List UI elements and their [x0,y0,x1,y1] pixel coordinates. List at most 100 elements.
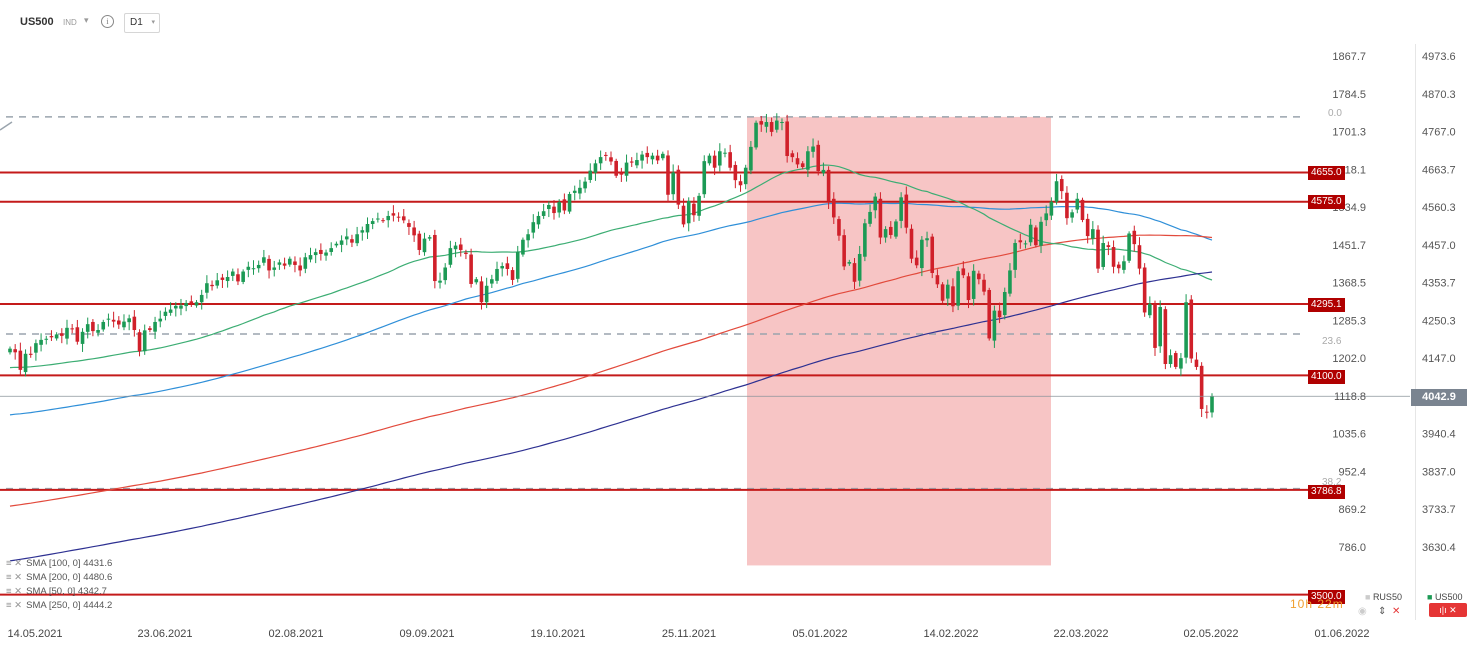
rus50-compare-label[interactable]: ■ RUS50 [1365,592,1402,602]
candle-body [34,343,38,353]
candle-body [262,257,266,263]
candle-body [510,270,515,280]
candle-body [1189,299,1194,359]
candle-body [769,122,774,132]
candle-body [448,248,453,265]
candle-body [220,277,225,280]
info-icon[interactable]: i [101,15,114,28]
candle-body [1137,245,1142,269]
candle-body [391,213,396,216]
candle-body [386,215,391,221]
candle-body [655,155,660,161]
candle-body [552,206,556,214]
candle-body [277,262,282,265]
candle-body [837,219,841,236]
candle-body [997,310,1002,318]
candle-body [816,144,821,172]
candle-body [1059,179,1064,192]
candle-body [1132,230,1137,245]
candle-body [360,230,365,233]
legend-menu-icon[interactable]: ≡ ✕ [6,600,23,611]
legend-sma-50[interactable]: ≡ ✕ SMA [50, 0] 4342.7 [6,586,107,597]
candle-body [308,255,313,260]
candle-body [681,205,686,225]
candle-body [490,279,494,284]
candle-body [899,197,903,221]
legend-sma-250[interactable]: ≡ ✕ SMA [250, 0] 4444.2 [6,600,112,611]
candle-body [1153,304,1157,348]
candle-body [754,122,758,148]
candle-body [422,238,427,253]
legend-sma-200[interactable]: ≡ ✕ SMA [200, 0] 4480.6 [6,572,112,583]
candle-body [23,353,28,373]
y-tick-label-left: 1701.3 [1332,127,1366,139]
candle-body [614,160,618,176]
candle-body [1034,227,1038,246]
candle-body [122,321,126,328]
candle-body [1085,218,1090,237]
candle-body [1075,198,1080,210]
candle-body [697,195,701,216]
candle-body [1049,201,1054,216]
sma-100-line [9,202,1213,416]
candle-body [692,203,696,216]
candle-body [49,336,54,338]
candle-body [189,301,194,304]
candle-body [464,252,468,254]
candle-body [728,152,732,168]
y-tick-label-left: 1035.6 [1332,429,1366,441]
candle-body [826,169,831,201]
symbol-dropdown-icon[interactable]: ▾ [84,15,89,25]
us500-label-block[interactable]: ■ US500 [1427,592,1462,602]
candle-body [1111,247,1116,267]
candle-body [945,284,950,299]
candle-body [484,285,489,303]
legend-menu-icon[interactable]: ≡ ✕ [6,586,23,597]
legend-menu-icon[interactable]: ≡ ✕ [6,572,23,583]
y-tick-label-left: 1867.7 [1332,51,1366,63]
candle-body [469,254,473,284]
current-price-tag: 4042.9 [1411,389,1467,406]
level-tag-4295[interactable]: 4295.1 [1308,298,1345,312]
level-tag-4575[interactable]: 4575.0 [1308,195,1345,209]
candle-body [412,227,416,236]
legend-sma-100[interactable]: ≡ ✕ SMA [100, 0] 4431.6 [6,558,112,569]
candle-body [1158,306,1162,347]
candle-body [282,263,287,266]
chevron-down-icon: ▾ [151,19,155,26]
x-tick-label: 14.05.2021 [7,628,62,640]
level-tag-4100[interactable]: 4100.0 [1308,370,1345,384]
candle-body [940,284,945,301]
sma-50-line [9,164,1213,369]
candle-body [790,153,795,158]
legend-menu-icon[interactable]: ≡ ✕ [6,558,23,569]
candle-body [458,244,463,250]
candle-body [500,266,504,269]
candle-body [930,236,935,273]
level-tag-3500[interactable]: 3500.0 [1308,590,1345,604]
eye-icon[interactable]: ◉ [1358,606,1367,617]
candle-body [567,194,572,212]
level-tag-4655[interactable]: 4655.0 [1308,166,1345,180]
timeframe-select[interactable]: D1 ▾ [124,13,160,33]
level-tag-3786[interactable]: 3786.8 [1308,485,1345,499]
y-tick-label-right: 4353.7 [1422,278,1456,290]
candle-body [759,121,764,125]
y-tick-label-right: 4147.0 [1422,353,1456,365]
candle-body [868,211,872,224]
y-tick-label-left: 1368.5 [1332,278,1366,290]
candle-body [106,318,111,320]
candle-body [847,262,852,264]
candle-body [733,164,738,181]
symbol-label[interactable]: US500 [20,16,54,28]
x-tick-label: 09.09.2021 [399,628,454,640]
remove-indicator-button[interactable]: ı|ı ✕ [1429,603,1467,617]
updown-icon[interactable]: ⇕ [1378,606,1387,617]
close-icon[interactable]: ✕ [1392,606,1401,617]
candle-body [256,264,261,269]
candle-body [334,243,339,246]
candle-body [158,318,163,322]
candle-body [966,276,971,301]
y-tick-label-left: 1118.8 [1334,391,1366,403]
